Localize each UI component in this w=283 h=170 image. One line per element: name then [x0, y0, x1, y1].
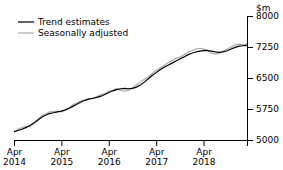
chart: Apr2014Apr2015Apr2016Apr2017Apr201850005…	[0, 0, 283, 170]
legend-label: Seasonally adjusted	[38, 28, 128, 38]
tick-mark	[247, 140, 253, 141]
tick-label-line: Apr	[196, 147, 212, 157]
x-tick: Apr2015	[50, 140, 73, 167]
tick-label-line: 2017	[145, 157, 168, 167]
series-line	[14, 45, 247, 131]
tick-label-line: Apr	[101, 147, 117, 157]
series-line	[14, 44, 247, 132]
x-tick: Apr2018	[193, 140, 216, 167]
y-tick: 6500	[247, 73, 279, 83]
y-tick-label: 5750	[256, 104, 279, 114]
legend-swatch	[18, 21, 34, 22]
tick-mark	[61, 140, 62, 146]
tick-label-line: 2014	[3, 157, 26, 167]
legend-item: Seasonally adjusted	[18, 28, 128, 38]
x-tick-label: Apr2014	[3, 147, 26, 167]
tick-mark	[247, 47, 253, 48]
y-axis: 50005750650072508000	[247, 11, 279, 145]
y-tick: 5750	[247, 104, 279, 114]
y-tick-label: 6500	[256, 73, 279, 83]
x-tick-label: Apr2016	[98, 147, 121, 167]
legend-item: Trend estimates	[18, 17, 110, 27]
lines	[14, 44, 247, 132]
axis-line	[248, 17, 254, 141]
tick-mark	[247, 78, 253, 79]
y-tick-label: 7250	[256, 42, 279, 52]
x-axis: Apr2014Apr2015Apr2016Apr2017Apr2018	[3, 140, 247, 167]
x-tick-label: Apr2017	[145, 147, 168, 167]
x-tick-label: Apr2015	[50, 147, 73, 167]
legend-swatch	[18, 32, 34, 33]
tick-mark	[204, 140, 205, 146]
tick-label-line: Apr	[7, 147, 23, 157]
tick-label-line: 2018	[193, 157, 216, 167]
x-tick-label: Apr2018	[193, 147, 216, 167]
tick-mark	[156, 140, 157, 146]
tick-label-line: 2015	[50, 157, 73, 167]
y-axis-label: $m	[256, 3, 271, 13]
tick-mark	[247, 109, 253, 110]
legend: Trend estimatesSeasonally adjusted	[18, 17, 128, 38]
y-tick-label: 5000	[256, 135, 279, 145]
x-tick: Apr2017	[145, 140, 168, 167]
legend-label: Trend estimates	[37, 17, 110, 27]
plot: Apr2014Apr2015Apr2016Apr2017Apr201850005…	[3, 3, 279, 167]
tick-mark	[247, 16, 253, 17]
axis-line	[15, 141, 248, 147]
tick-label-line: 2016	[98, 157, 121, 167]
y-tick: 5000	[247, 135, 279, 145]
tick-mark	[14, 140, 15, 146]
tick-mark	[109, 140, 110, 146]
x-tick: Apr2014	[3, 140, 26, 167]
y-tick: 7250	[247, 42, 279, 52]
tick-label-line: Apr	[54, 147, 70, 157]
x-tick: Apr2016	[98, 140, 121, 167]
tick-label-line: Apr	[149, 147, 165, 157]
